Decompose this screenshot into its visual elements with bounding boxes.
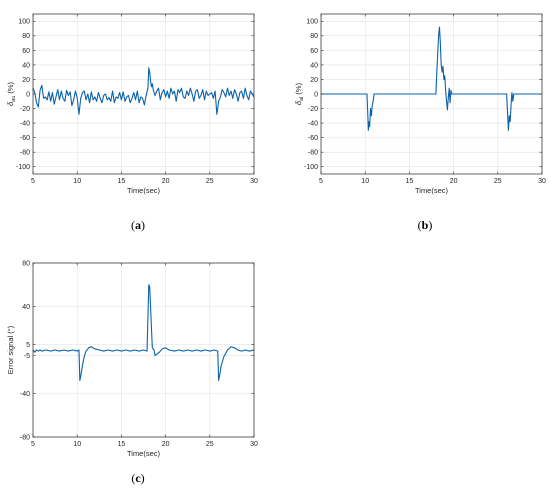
x-tick-label: 25 — [494, 178, 502, 185]
y-tick-label: 40 — [310, 62, 318, 69]
y-tick-label: -60 — [20, 135, 30, 142]
x-tick-label: 30 — [538, 178, 546, 185]
x-tick-label: 10 — [73, 441, 81, 448]
x-tick-label: 30 — [250, 178, 258, 185]
x-axis-label: Time(sec) — [127, 449, 161, 458]
y-tick-label: 40 — [22, 62, 30, 69]
y-axis-label-subscript: au — [11, 96, 17, 102]
y-tick-label: -80 — [308, 150, 318, 157]
x-tick-label: 5 — [31, 178, 35, 185]
y-axis-label-unit: (%) — [6, 81, 15, 95]
x-tick-label: 5 — [31, 441, 35, 448]
y-axis-label-subscript: al — [299, 97, 305, 101]
x-axis-label: Time(sec) — [127, 186, 161, 195]
series-line — [32, 284, 255, 381]
x-tick-label: 25 — [206, 178, 214, 185]
x-tick-label: 15 — [118, 178, 126, 185]
y-tick-label: -5 — [24, 353, 30, 360]
y-tick-label: -60 — [308, 135, 318, 142]
series-line — [32, 67, 255, 115]
series-line — [321, 26, 542, 131]
y-tick-label: 5 — [26, 342, 30, 349]
y-tick-label: 0 — [26, 91, 30, 98]
y-axis-label-unit: (%) — [294, 82, 303, 96]
x-tick-label: 30 — [250, 441, 258, 448]
y-tick-label: -80 — [20, 434, 30, 441]
y-tick-label: 20 — [22, 77, 30, 84]
panel-label-a: (a) — [131, 218, 145, 232]
x-tick-label: 10 — [361, 178, 369, 185]
x-axis-label: Time(sec) — [415, 186, 449, 195]
y-tick-label: 80 — [22, 33, 30, 40]
x-tick-label: 15 — [406, 178, 414, 185]
x-tick-label: 5 — [319, 178, 323, 185]
y-axis-label: δal (%) — [294, 82, 305, 105]
panel-label-c: (c) — [131, 471, 144, 485]
x-tick-label: 20 — [162, 441, 170, 448]
y-tick-label: -40 — [20, 120, 30, 127]
x-tick-label: 15 — [118, 441, 126, 448]
y-axis-label: Error signal (°) — [6, 325, 15, 374]
y-tick-label: 100 — [306, 19, 318, 26]
y-tick-label: 80 — [310, 33, 318, 40]
x-tick-label: 20 — [162, 178, 170, 185]
y-tick-label: 40 — [22, 304, 30, 311]
y-tick-label: 60 — [22, 48, 30, 55]
y-axis-label: δau (%) — [6, 81, 17, 106]
y-tick-label: -80 — [20, 150, 30, 157]
y-tick-label: -20 — [308, 106, 318, 113]
y-tick-label: -100 — [304, 164, 318, 171]
y-tick-label: 0 — [314, 91, 318, 98]
y-tick-label: 20 — [310, 77, 318, 84]
chart-panel-c: 5 10 15 20 25 30 -80 -40 -5 5 40 80 Time(sec) Error s… — [6, 260, 258, 485]
y-tick-label: 60 — [310, 48, 318, 55]
chart-panel-a: 5 10 15 20 25 30 -100 -80 -60 -40 -20 0 20 40 60 80 100 T… — [6, 13, 258, 232]
x-tick-label: 20 — [450, 178, 458, 185]
chart-panel-b: 5 10 15 20 25 30 -100 -80 -60 -40 -20 0 20 40 60 80 100 T… — [294, 13, 546, 232]
y-axis-label-symbol: δ — [6, 101, 15, 106]
y-tick-label: 80 — [22, 260, 30, 267]
panel-label-b: (b) — [418, 218, 433, 232]
x-tick-label: 25 — [206, 441, 214, 448]
y-tick-label: -40 — [308, 120, 318, 127]
y-tick-label: -100 — [16, 164, 30, 171]
plot-frame — [32, 262, 255, 438]
y-tick-label: 100 — [18, 19, 30, 26]
x-tick-label: 10 — [73, 178, 81, 185]
y-tick-label: -20 — [20, 106, 30, 113]
y-axis-label-symbol: δ — [294, 100, 303, 105]
y-tick-label: -40 — [20, 391, 30, 398]
